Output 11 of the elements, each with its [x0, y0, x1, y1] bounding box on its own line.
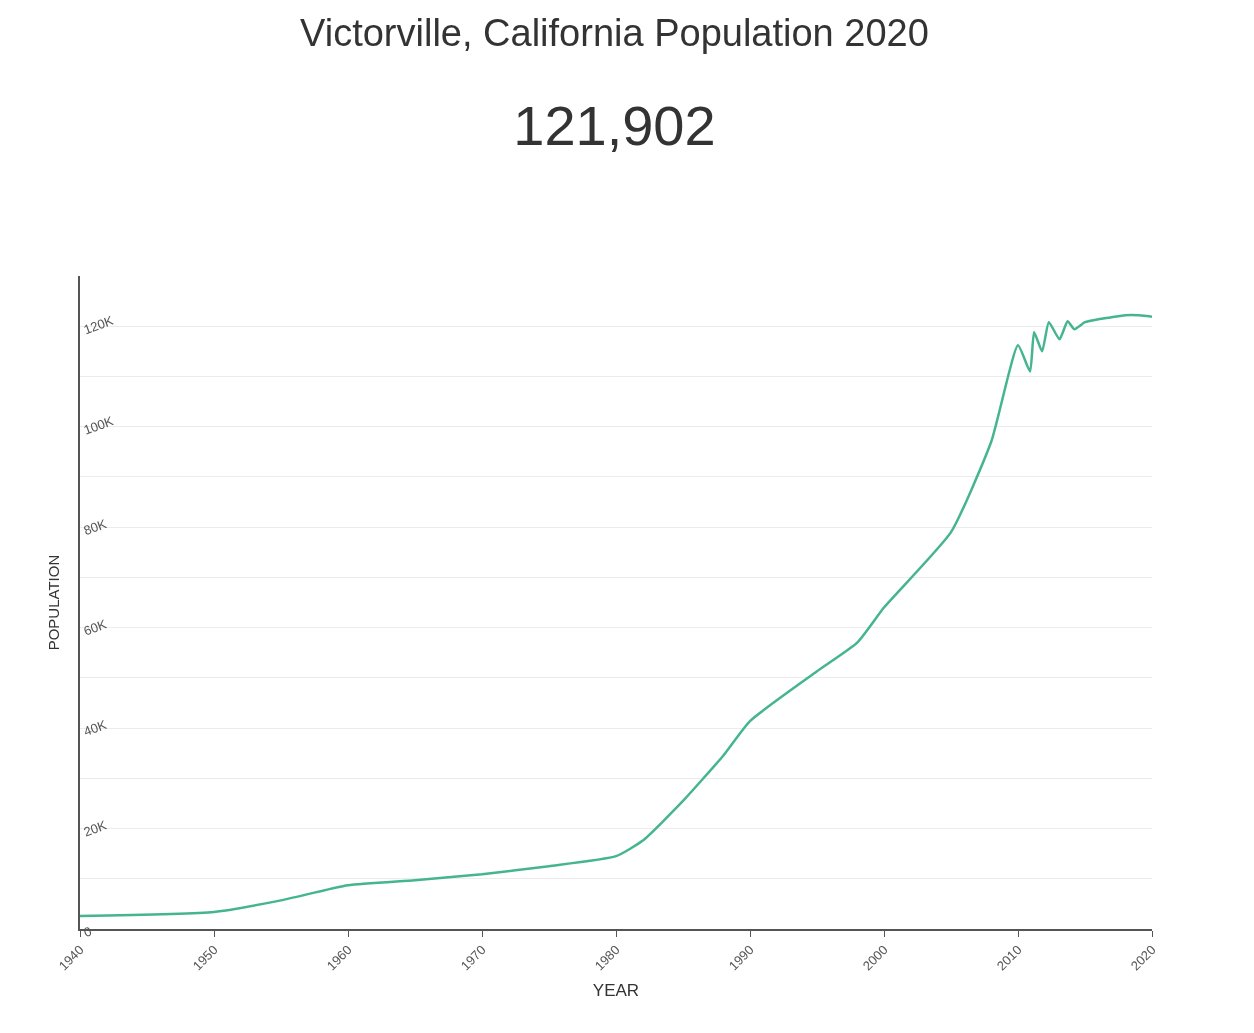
chart-subtitle: 121,902	[513, 94, 716, 158]
chart-title: Victorville, California Population 2020	[300, 12, 929, 55]
y-tick-label: 20K	[81, 817, 109, 840]
y-tick-label: 120K	[81, 312, 116, 338]
line-series	[80, 313, 1152, 918]
y-tick-label: 40K	[81, 716, 109, 740]
y-tick-label: 80K	[81, 516, 109, 539]
y-tick-label: 60K	[81, 616, 109, 639]
y-tick-label: 100K	[81, 413, 116, 438]
x-axis-title: YEAR	[592, 981, 640, 1001]
y-axis-title: POPULATION	[45, 554, 63, 651]
